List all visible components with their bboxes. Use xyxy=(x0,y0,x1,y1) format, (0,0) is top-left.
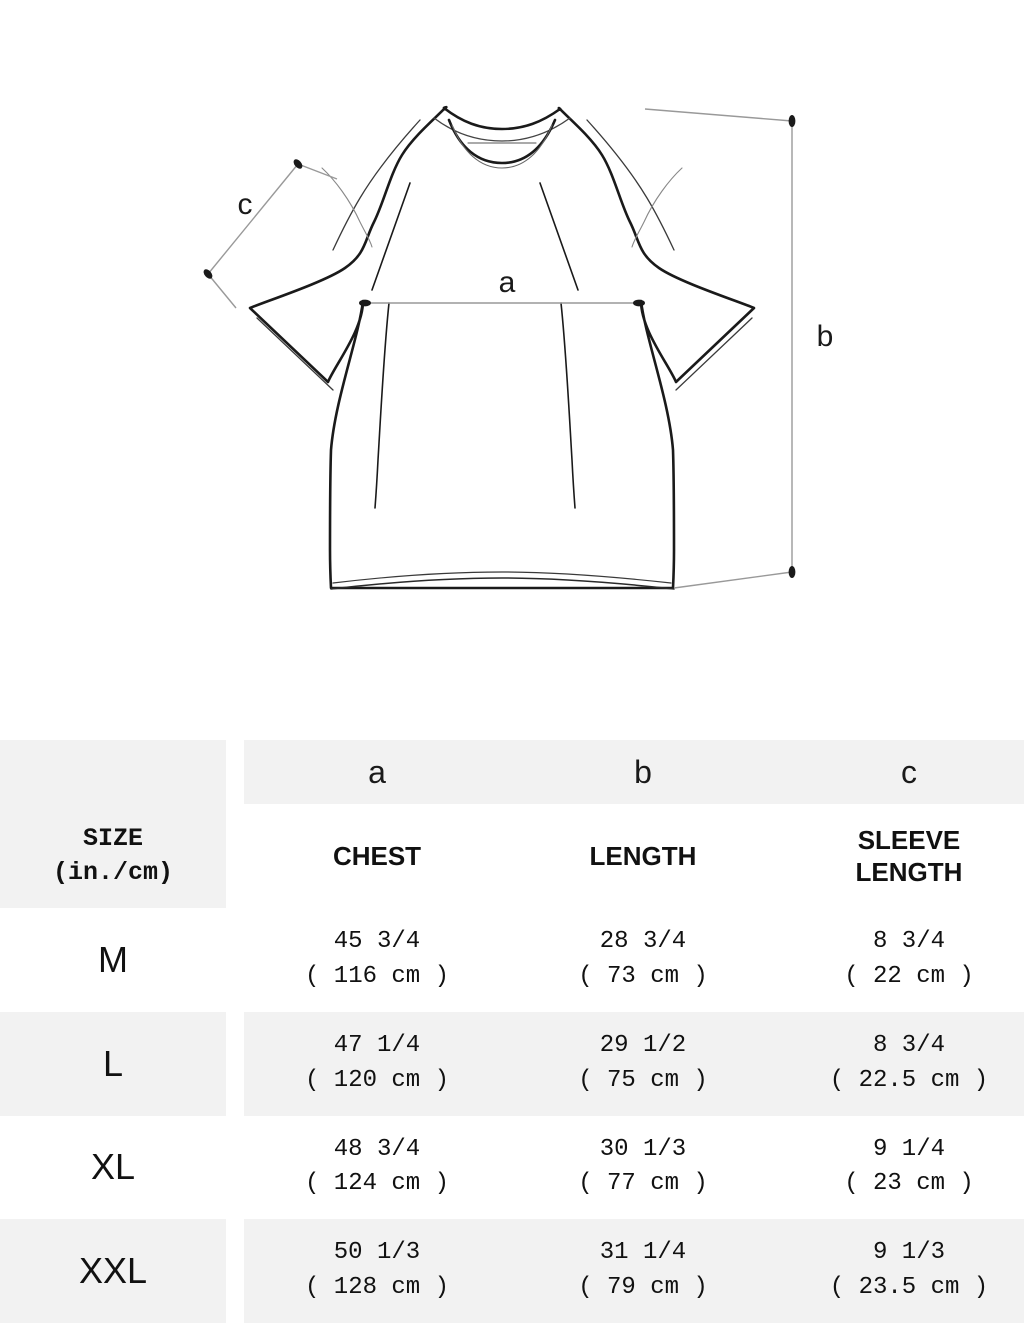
svg-text:c: c xyxy=(238,188,253,221)
svg-text:a: a xyxy=(499,266,516,299)
svg-text:b: b xyxy=(817,320,834,353)
